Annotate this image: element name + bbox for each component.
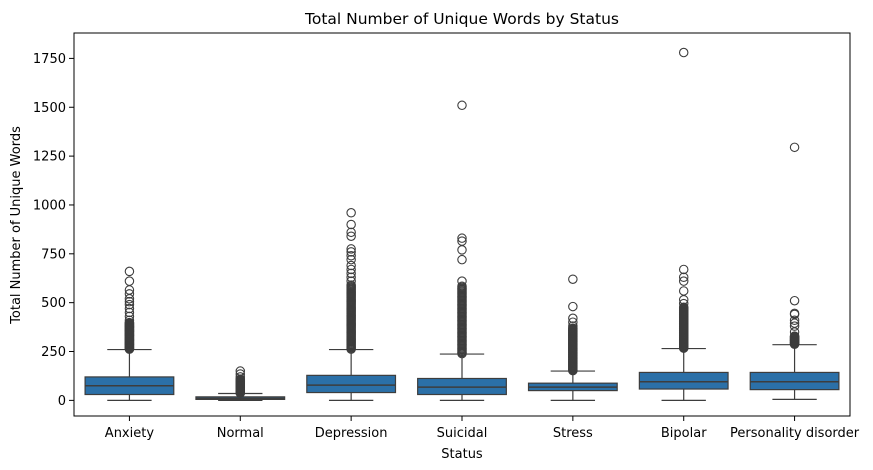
- y-tick-label: 1250: [33, 150, 66, 165]
- outlier-point: [678, 47, 689, 58]
- outlier-point: [124, 266, 135, 277]
- outlier-point: [568, 321, 578, 331]
- iqr-box: [306, 374, 397, 394]
- x-tick-label: Stress: [553, 426, 593, 441]
- box-group: [527, 274, 618, 401]
- outlier-point: [346, 276, 356, 286]
- outlier-point: [346, 227, 356, 238]
- outlier-point: [457, 276, 467, 286]
- outlier-point: [346, 219, 356, 230]
- outlier-point: [235, 372, 246, 382]
- y-tick-label: 750: [41, 247, 66, 262]
- x-tick-label: Anxiety: [105, 426, 155, 441]
- outlier-point: [346, 272, 356, 283]
- boxes-layer: [84, 47, 840, 401]
- outlier-point: [568, 274, 578, 284]
- outlier-point: [457, 245, 467, 255]
- box-group: [417, 100, 507, 401]
- outlier-point: [457, 254, 467, 265]
- outlier-point: [235, 369, 246, 379]
- outlier-point: [124, 276, 135, 286]
- outlier-point: [789, 308, 800, 319]
- outlier-point: [124, 307, 135, 318]
- outlier-point: [346, 244, 356, 254]
- outlier-point: [789, 315, 800, 325]
- outlier-point: [457, 100, 467, 111]
- iqr-box: [749, 371, 840, 391]
- outlier-point: [124, 296, 135, 307]
- outlier-point: [346, 280, 356, 290]
- x-tick-label: Normal: [217, 426, 264, 441]
- outlier-point: [124, 315, 135, 325]
- outlier-point: [346, 208, 356, 218]
- box-group: [306, 208, 397, 401]
- outlier-point: [124, 303, 135, 314]
- outlier-point: [789, 295, 800, 306]
- x-tick-label: Suicidal: [437, 426, 488, 441]
- outlier-point: [346, 268, 356, 279]
- outlier-point: [346, 247, 356, 257]
- box-group: [638, 47, 729, 401]
- y-tick-label: 250: [41, 345, 66, 360]
- outlier-point: [124, 289, 135, 299]
- outlier-point: [678, 286, 689, 296]
- outlier-point: [457, 236, 467, 246]
- box-group: [84, 266, 175, 401]
- y-tick-label: 1750: [33, 52, 66, 67]
- chart-title: Total Number of Unique Words by Status: [304, 10, 619, 28]
- outlier-point: [678, 298, 689, 309]
- outlier-point: [568, 313, 578, 324]
- outlier-point: [789, 321, 800, 331]
- y-axis: 0 250 500 750 1000 1250 1500 1750: [33, 52, 74, 409]
- outlier-point: [678, 272, 689, 283]
- box-group: [195, 366, 286, 401]
- outlier-point: [789, 331, 800, 341]
- outlier-point: [678, 302, 689, 313]
- x-axis: Anxiety Normal Depression Suicidal Stress Bip…: [105, 416, 860, 441]
- y-tick-label: 1000: [33, 198, 66, 213]
- outlier-point: [678, 276, 689, 286]
- x-axis-label: Status: [441, 447, 483, 462]
- outlier-point: [124, 311, 135, 322]
- outlier-point: [346, 231, 356, 241]
- y-axis-label: Total Number of Unique Words: [9, 126, 24, 325]
- outlier-point: [789, 142, 800, 153]
- outlier-point: [346, 260, 356, 271]
- outlier-point: [568, 317, 578, 327]
- outlier-point: [568, 301, 578, 312]
- outlier-point: [346, 264, 356, 275]
- outlier-point: [124, 317, 135, 328]
- iqr-box: [638, 371, 729, 390]
- x-tick-label: Personality disorder: [730, 426, 860, 441]
- x-tick-label: Bipolar: [661, 426, 707, 441]
- y-tick-label: 0: [58, 394, 66, 409]
- outlier-point: [346, 251, 356, 261]
- x-tick-label: Depression: [315, 426, 388, 441]
- outlier-point: [124, 299, 135, 310]
- outlier-point: [346, 254, 356, 265]
- box-group: [749, 142, 840, 400]
- outlier-point: [678, 264, 689, 275]
- y-tick-label: 1500: [33, 101, 66, 116]
- outlier-point: [235, 366, 246, 376]
- outlier-point: [457, 281, 467, 291]
- outlier-point: [457, 233, 467, 243]
- y-tick-label: 500: [41, 296, 66, 311]
